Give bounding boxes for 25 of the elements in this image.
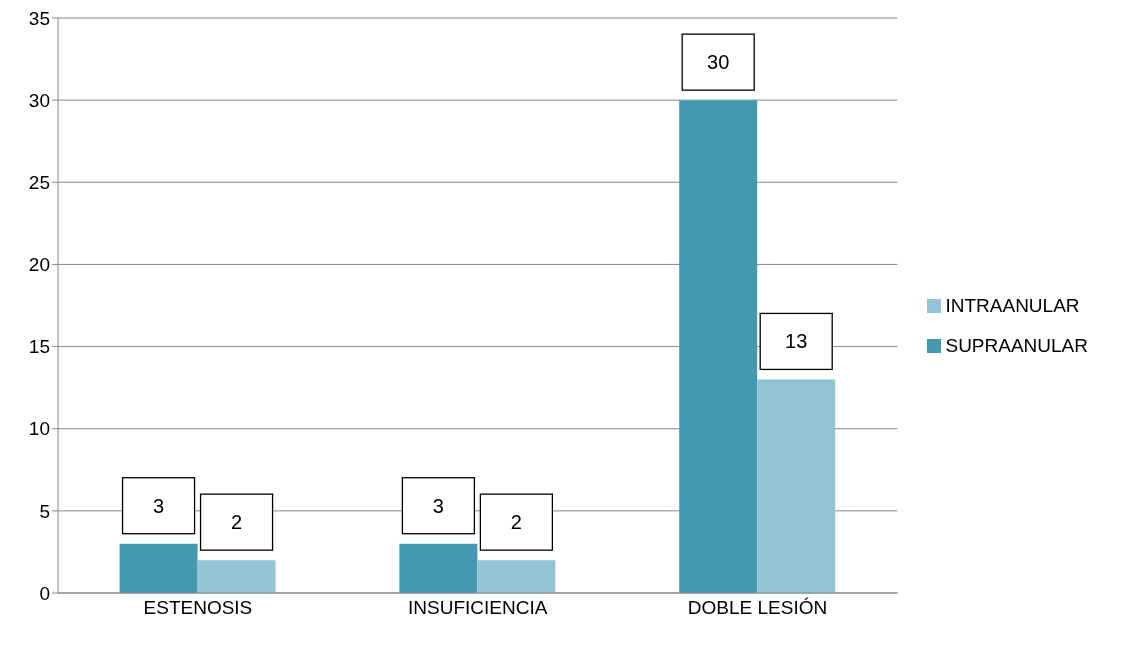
y-tick-label: 0 xyxy=(39,582,50,604)
data-label: 3 xyxy=(153,494,165,517)
data-label: 2 xyxy=(231,511,243,534)
bar xyxy=(757,379,836,593)
data-label: 2 xyxy=(510,511,522,534)
bar xyxy=(679,100,758,593)
data-label: 3 xyxy=(432,494,444,517)
y-tick-label: 15 xyxy=(28,336,50,358)
x-tick-label: ESTENOSIS xyxy=(143,597,253,619)
bar xyxy=(477,560,556,593)
bar xyxy=(119,543,198,593)
y-tick-label: 35 xyxy=(28,7,50,29)
legend-label: INTRAANULAR xyxy=(945,294,1080,316)
y-tick-label: 10 xyxy=(28,418,50,440)
y-tick-label: 30 xyxy=(28,89,50,111)
y-tick-label: 20 xyxy=(28,254,50,276)
data-label: 30 xyxy=(707,51,730,74)
y-tick-label: 25 xyxy=(28,172,50,194)
bar xyxy=(399,543,478,593)
bar xyxy=(197,560,276,593)
x-tick-label: DOBLE LESIÓN xyxy=(687,597,828,619)
data-label: 13 xyxy=(785,330,808,353)
y-tick-label: 5 xyxy=(39,500,50,522)
legend-label: SUPRAANULAR xyxy=(945,334,1088,356)
x-tick-label: INSUFICIENCIA xyxy=(408,597,548,619)
